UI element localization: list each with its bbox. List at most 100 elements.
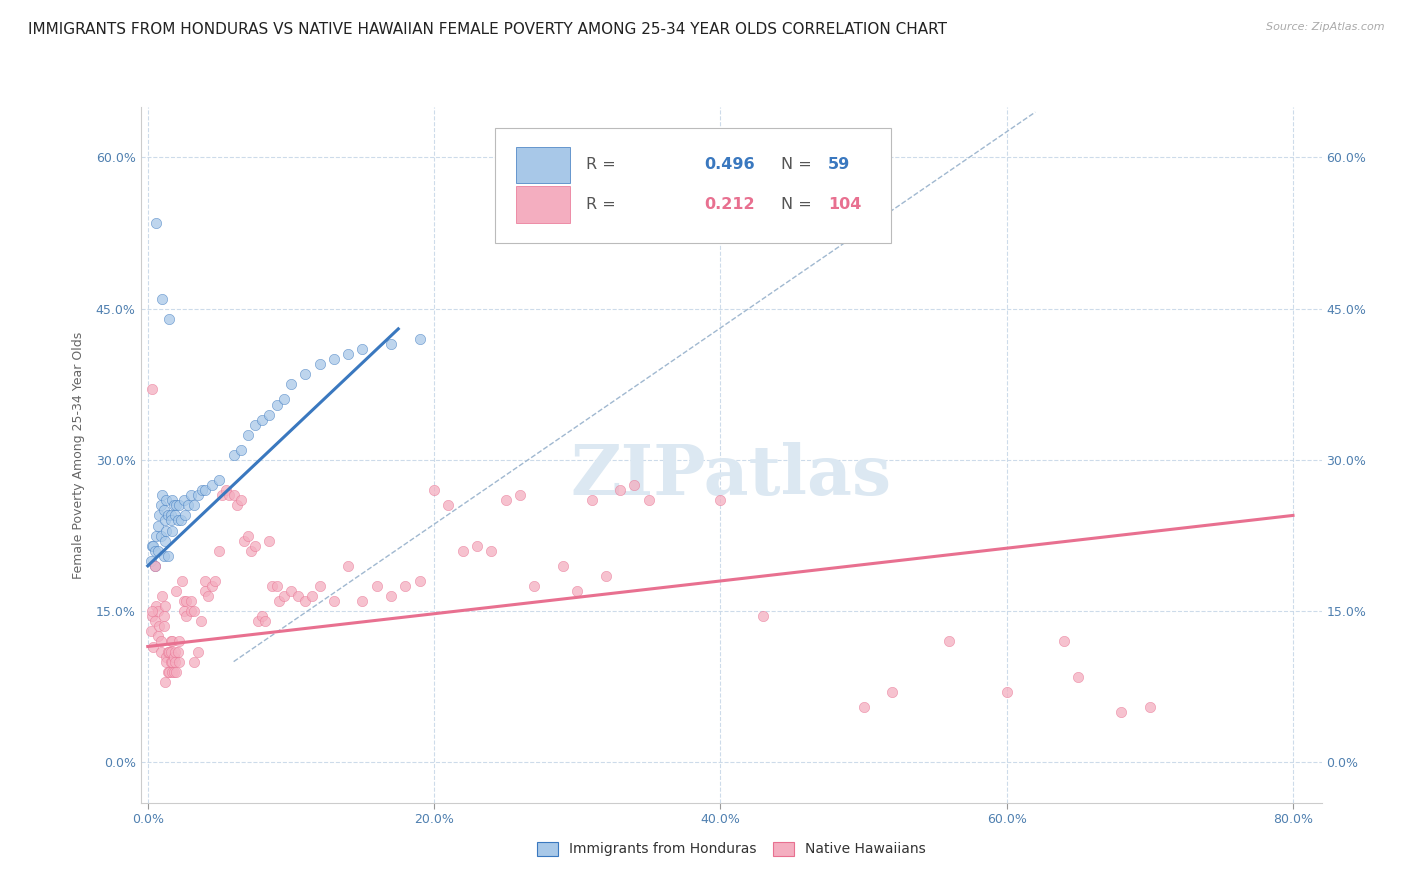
Point xyxy=(280,584,302,599)
Point xyxy=(294,594,316,608)
Point xyxy=(495,493,517,508)
FancyBboxPatch shape xyxy=(516,146,571,183)
Point xyxy=(352,594,374,608)
Point xyxy=(145,216,167,230)
Point xyxy=(142,640,165,654)
Point xyxy=(180,488,202,502)
Point xyxy=(1067,670,1090,684)
Point xyxy=(287,589,309,603)
Point xyxy=(637,493,659,508)
Point xyxy=(149,634,172,648)
Point xyxy=(322,352,344,367)
Point xyxy=(143,558,166,573)
Point xyxy=(882,685,904,699)
Point xyxy=(218,488,240,502)
Point xyxy=(150,488,173,502)
Point xyxy=(322,594,344,608)
Point xyxy=(551,176,574,190)
Point xyxy=(183,655,205,669)
Point xyxy=(157,311,180,326)
Point xyxy=(695,176,717,190)
Point xyxy=(294,368,316,382)
Point xyxy=(157,644,180,658)
Point xyxy=(141,604,163,618)
Point xyxy=(145,528,167,542)
Text: N =: N = xyxy=(780,157,811,172)
Point xyxy=(595,569,617,583)
Point xyxy=(451,543,474,558)
FancyBboxPatch shape xyxy=(516,186,571,222)
Point xyxy=(148,619,170,633)
Point xyxy=(153,599,176,614)
Point xyxy=(155,655,177,669)
Point xyxy=(146,518,169,533)
Point xyxy=(155,649,177,664)
Point xyxy=(222,488,245,502)
Point xyxy=(187,488,209,502)
Point xyxy=(262,579,284,593)
Point xyxy=(280,377,302,392)
Point xyxy=(165,584,187,599)
Point xyxy=(180,604,202,618)
Point xyxy=(163,508,186,523)
Y-axis label: Female Poverty Among 25-34 Year Olds: Female Poverty Among 25-34 Year Olds xyxy=(72,331,84,579)
Point xyxy=(252,412,274,426)
Point xyxy=(167,655,190,669)
Point xyxy=(266,397,288,411)
Point xyxy=(166,644,188,658)
Point xyxy=(409,332,432,346)
Point xyxy=(194,483,217,498)
Point xyxy=(852,700,875,714)
Point xyxy=(259,533,281,548)
Point xyxy=(143,543,166,558)
Point xyxy=(551,558,574,573)
Point xyxy=(145,599,167,614)
Point xyxy=(204,574,226,588)
Point xyxy=(423,483,446,498)
Point xyxy=(167,499,190,513)
Point xyxy=(252,609,274,624)
Point xyxy=(159,513,181,527)
Text: 0.212: 0.212 xyxy=(704,197,755,212)
Point xyxy=(167,634,190,648)
Point xyxy=(183,604,205,618)
Point xyxy=(160,655,183,669)
Point xyxy=(153,674,176,689)
Point xyxy=(160,665,183,679)
Point xyxy=(152,609,174,624)
Point xyxy=(172,574,194,588)
Point xyxy=(225,499,247,513)
Point xyxy=(409,574,432,588)
Point xyxy=(170,513,193,527)
Point xyxy=(1109,705,1132,719)
Point xyxy=(337,558,360,573)
Point xyxy=(173,594,195,608)
Point xyxy=(141,609,163,624)
Point xyxy=(567,584,589,599)
Point xyxy=(146,604,169,618)
Text: ZIPatlas: ZIPatlas xyxy=(571,442,891,509)
Point xyxy=(266,579,288,593)
Point xyxy=(269,594,291,608)
Point xyxy=(380,337,402,351)
Point xyxy=(201,579,224,593)
Point xyxy=(176,594,198,608)
Point xyxy=(160,634,183,648)
Point xyxy=(162,649,184,664)
Point xyxy=(194,574,217,588)
Point xyxy=(239,543,262,558)
Point xyxy=(246,615,269,629)
Point xyxy=(162,499,184,513)
Point xyxy=(166,513,188,527)
Point xyxy=(165,499,187,513)
Text: 104: 104 xyxy=(828,197,862,212)
Point xyxy=(479,543,502,558)
Point xyxy=(236,528,259,542)
Point xyxy=(173,604,195,618)
Point xyxy=(165,665,187,679)
Point xyxy=(139,554,162,568)
Point xyxy=(201,478,224,492)
Text: R =: R = xyxy=(586,197,616,212)
Point xyxy=(236,427,259,442)
Point xyxy=(208,473,231,487)
